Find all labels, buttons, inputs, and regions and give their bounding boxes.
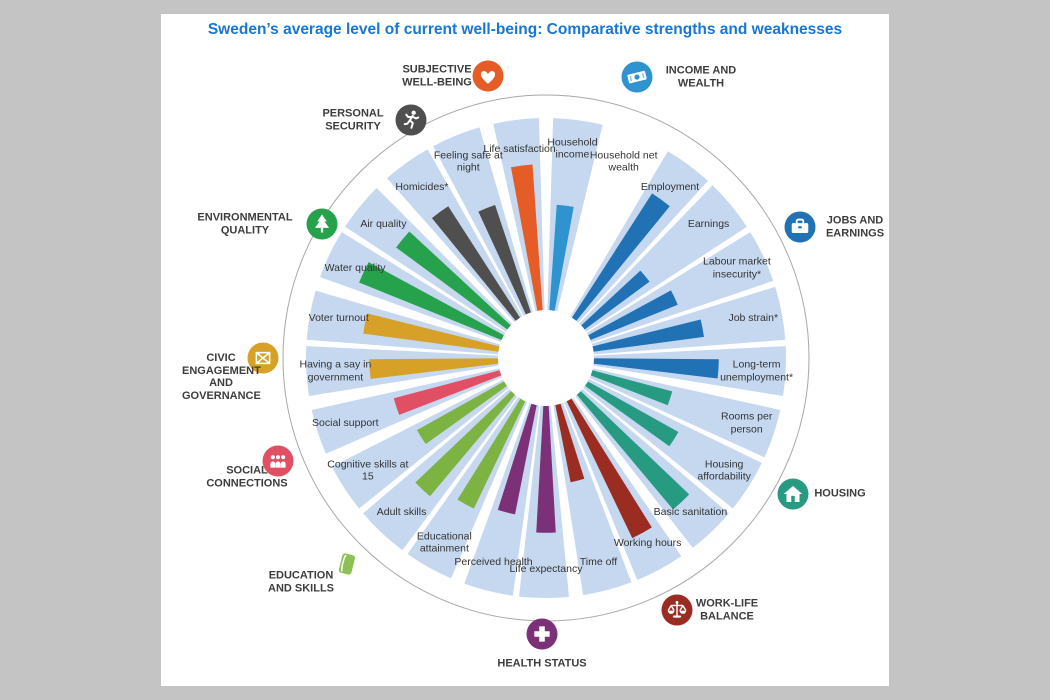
- indicator-label-earnings: Earnings: [687, 217, 730, 230]
- bar-housing-affordability: [578, 377, 679, 447]
- indicator-label-educational-attainment: Educational attainment: [416, 530, 472, 555]
- indicator-label-working-hours: Working hours: [613, 536, 682, 549]
- bar-household-income: [548, 204, 574, 319]
- bar-time-off: [553, 396, 585, 483]
- bar-having-a-say-in-government: [369, 358, 507, 379]
- wheel-center: [498, 310, 594, 406]
- indicator-label-water-quality: Water quality: [324, 261, 386, 274]
- indicator-label-homicides: Homicides*: [395, 181, 449, 194]
- banknote-icon: [621, 61, 653, 93]
- dimension-label-work-life-balance: WORK-LIFE BALANCE: [695, 597, 759, 622]
- indicator-label-basic-sanitation: Basic sanitation: [653, 505, 728, 518]
- indicator-label-cognitive-skills-at-15: Cognitive skills at 15: [327, 458, 409, 484]
- bar-basic-sanitation: [571, 385, 690, 510]
- dimension-label-housing: HOUSING: [814, 487, 866, 500]
- bar-social-support: [393, 368, 509, 415]
- bar-air-quality: [396, 231, 517, 335]
- dimension-label-subjective-well-being: SUBJECTIVE WELL-BEING: [402, 63, 472, 88]
- briefcase-icon: [784, 211, 816, 243]
- indicator-label-household-net-wealth: Household net wealth: [589, 149, 658, 174]
- indicator-label-adult-skills: Adult skills: [376, 505, 427, 518]
- dimension-label-education-skills: EDUCATION AND SKILLS: [268, 569, 334, 594]
- heart-icon: [472, 60, 504, 92]
- dimension-label-jobs-earnings: JOBS AND EARNINGS: [825, 214, 885, 239]
- indicator-label-labour-market-insecurity: Labour market insecurity*: [703, 255, 771, 281]
- dimension-label-income-wealth: INCOME AND WEALTH: [665, 64, 737, 89]
- indicator-label-rooms-per-person: Rooms per person: [720, 410, 773, 436]
- indicator-label-housing-affordability: Housing affordability: [697, 458, 751, 484]
- dimension-label-personal-security: PERSONAL SECURITY: [322, 107, 384, 132]
- bar-rooms-per-person: [583, 368, 673, 406]
- bar-long-term-unemployment: [585, 358, 719, 379]
- bar-labour-market-insecurity: [581, 290, 678, 344]
- indicator-label-voter-turnout: Voter turnout: [308, 312, 369, 325]
- dimension-label-civic-engagement: CIVIC ENGAGEMENT AND GOVERNANCE: [182, 351, 261, 402]
- bar-life-expectancy: [536, 397, 556, 533]
- bar-earnings: [575, 270, 650, 335]
- runner-icon: [395, 104, 427, 136]
- indicator-label-having-a-say-in-government: Having a say in government: [299, 358, 372, 384]
- scales-icon: [661, 594, 693, 626]
- book-icon: [332, 549, 363, 580]
- indicator-label-household-income: Household income: [547, 136, 598, 161]
- bar-cognitive-skills-at-15: [416, 377, 514, 445]
- bar-perceived-health: [497, 396, 539, 515]
- people-icon: [262, 445, 294, 477]
- bar-water-quality: [359, 262, 511, 344]
- indicator-label-air-quality: Air quality: [360, 217, 407, 230]
- bar-job-strain: [584, 319, 704, 353]
- bar-feeling-safe-at-night: [478, 204, 534, 322]
- bar-adult-skills: [415, 385, 521, 497]
- indicator-label-feeling-safe-at-night: Feeling safe at night: [433, 149, 503, 174]
- tree-icon: [306, 208, 338, 240]
- indicator-label-social-support: Social support: [312, 417, 379, 429]
- indicator-label-perceived-health: Perceived health: [454, 556, 533, 569]
- cross-icon: [526, 618, 558, 650]
- dimension-label-environmental-quality: ENVIRONMENTAL QUALITY: [197, 211, 293, 236]
- indicator-label-long-term-unemployment: Long-term unemployment*: [720, 358, 794, 384]
- bar-voter-turnout: [363, 313, 508, 353]
- dimension-label-social-connections: SOCIAL CONNECTIONS: [206, 464, 288, 489]
- dimension-label-health-status: HEALTH STATUS: [497, 657, 587, 670]
- bar-educational-attainment: [457, 391, 529, 509]
- bar-homicides: [431, 206, 525, 328]
- bar-life-satisfaction: [510, 164, 544, 319]
- indicator-label-life-satisfaction: Life satisfaction: [483, 142, 556, 155]
- chart-title: Sweden’s average level of current well-b…: [207, 21, 843, 38]
- indicator-label-employment: Employment: [640, 181, 700, 194]
- bar-employment: [567, 193, 670, 328]
- indicator-label-life-expectancy: Life expectancy: [509, 562, 583, 575]
- ballot-icon: [247, 342, 279, 374]
- indicator-label-job-strain: Job strain*: [728, 312, 779, 325]
- house-icon: [777, 478, 809, 510]
- bar-working-hours: [563, 391, 652, 539]
- indicator-label-time-off: Time off: [579, 556, 618, 569]
